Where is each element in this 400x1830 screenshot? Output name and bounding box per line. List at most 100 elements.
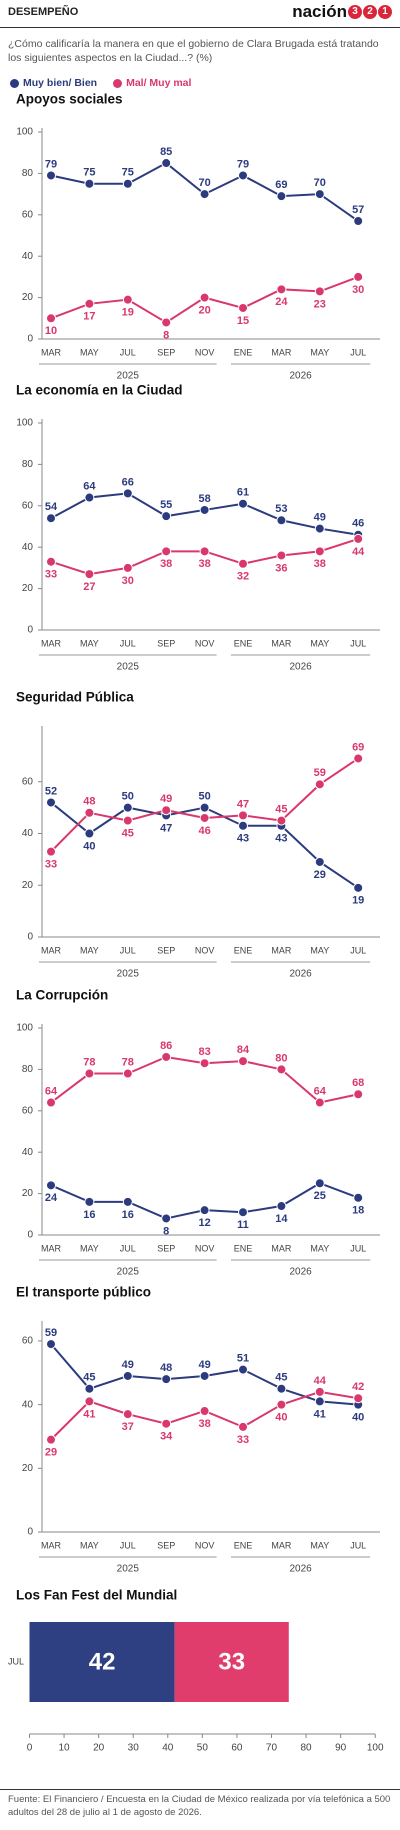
chart-title: La Corrupción bbox=[16, 988, 108, 1003]
data-point bbox=[276, 284, 287, 295]
data-point bbox=[276, 1399, 287, 1410]
data-point bbox=[353, 882, 364, 893]
data-point bbox=[238, 498, 248, 509]
data-point bbox=[46, 1339, 56, 1350]
data-label: 78 bbox=[83, 1056, 95, 1068]
data-point bbox=[353, 533, 364, 544]
data-point bbox=[84, 1383, 95, 1394]
data-point bbox=[238, 1207, 248, 1218]
x-tick-label: SEP bbox=[157, 1243, 175, 1253]
y-tick-label: 40 bbox=[22, 542, 34, 553]
x-tick-label: 70 bbox=[266, 1743, 278, 1754]
bar-segment bbox=[29, 1622, 175, 1702]
y-tick-label: 40 bbox=[22, 828, 34, 839]
x-tick-label: MAY bbox=[80, 945, 99, 955]
data-label: 58 bbox=[198, 493, 210, 505]
data-point bbox=[314, 779, 325, 790]
data-label: 29 bbox=[314, 869, 326, 881]
x-tick-label: MAY bbox=[80, 1243, 99, 1253]
x-tick-label: JUL bbox=[350, 1243, 366, 1253]
data-point bbox=[122, 294, 133, 305]
data-label: 33 bbox=[218, 1648, 245, 1675]
data-label: 79 bbox=[45, 158, 57, 170]
x-tick-label: MAR bbox=[41, 347, 62, 357]
data-point bbox=[238, 302, 248, 313]
data-point bbox=[276, 815, 287, 826]
x-tick-label: 60 bbox=[231, 1743, 243, 1754]
y-tick-label: 20 bbox=[22, 292, 34, 303]
data-point bbox=[122, 815, 133, 826]
data-label: 78 bbox=[122, 1056, 134, 1068]
data-label: 42 bbox=[352, 1381, 364, 1393]
data-label: 57 bbox=[352, 204, 364, 216]
data-label: 55 bbox=[160, 499, 172, 511]
bar-segment bbox=[174, 1622, 289, 1702]
data-label: 59 bbox=[314, 767, 326, 779]
data-point bbox=[314, 1386, 325, 1397]
data-label: 40 bbox=[83, 840, 95, 852]
y-tick-label: JUL bbox=[8, 1656, 24, 1666]
data-point bbox=[353, 1393, 364, 1404]
y-tick-label: 20 bbox=[22, 1188, 34, 1199]
x-tick-label: MAR bbox=[271, 638, 292, 648]
data-label: 61 bbox=[237, 487, 249, 499]
x-tick-label: MAR bbox=[271, 1243, 292, 1253]
year-label: 2026 bbox=[289, 662, 312, 673]
data-point bbox=[276, 1064, 287, 1075]
year-label: 2025 bbox=[117, 662, 140, 673]
data-label: 48 bbox=[160, 1362, 172, 1374]
data-label: 41 bbox=[314, 1408, 326, 1420]
chart-title: La economía en la Ciudad bbox=[16, 383, 183, 398]
y-tick-label: 80 bbox=[22, 459, 34, 470]
x-tick-label: 100 bbox=[367, 1743, 384, 1754]
y-tick-label: 40 bbox=[22, 1399, 34, 1410]
x-tick-label: NOV bbox=[195, 945, 215, 955]
data-point bbox=[199, 546, 210, 557]
x-tick-label: MAR bbox=[41, 1540, 62, 1550]
data-label: 24 bbox=[45, 1192, 58, 1204]
x-tick-label: 20 bbox=[93, 1743, 105, 1754]
data-point bbox=[84, 828, 95, 839]
legend-label: Mal/ Muy mal bbox=[126, 77, 192, 89]
data-point bbox=[199, 812, 210, 823]
data-point bbox=[353, 753, 364, 764]
data-label: 75 bbox=[83, 167, 95, 179]
x-tick-label: MAY bbox=[310, 945, 329, 955]
section-label: DESEMPEÑO bbox=[8, 6, 79, 18]
x-tick-label: MAY bbox=[310, 1540, 329, 1550]
data-point bbox=[84, 1396, 95, 1407]
brand-digit: 1 bbox=[378, 5, 392, 19]
y-tick-label: 60 bbox=[22, 1105, 34, 1116]
data-label: 17 bbox=[83, 311, 95, 323]
x-tick-label: MAR bbox=[41, 945, 62, 955]
x-tick-label: JUL bbox=[120, 1243, 136, 1253]
y-tick-label: 20 bbox=[22, 880, 34, 891]
x-tick-label: SEP bbox=[157, 638, 175, 648]
y-tick-label: 100 bbox=[16, 418, 33, 429]
data-label: 80 bbox=[275, 1052, 287, 1064]
data-point bbox=[122, 1370, 133, 1381]
x-tick-label: MAY bbox=[310, 347, 329, 357]
x-tick-label: MAY bbox=[80, 347, 99, 357]
data-label: 18 bbox=[352, 1205, 364, 1217]
data-label: 86 bbox=[160, 1040, 172, 1052]
data-label: 16 bbox=[83, 1209, 95, 1221]
footer-source: Fuente: El Financiero / Encuesta en la C… bbox=[8, 1794, 391, 1818]
data-point bbox=[314, 1396, 325, 1407]
data-label: 19 bbox=[122, 307, 134, 319]
data-point bbox=[46, 797, 56, 808]
data-label: 45 bbox=[122, 827, 134, 839]
data-label: 51 bbox=[237, 1352, 249, 1364]
x-tick-label: MAR bbox=[271, 1540, 292, 1550]
y-tick-label: 100 bbox=[16, 127, 33, 138]
x-tick-label: SEP bbox=[157, 945, 175, 955]
data-point bbox=[46, 1180, 56, 1191]
data-point bbox=[84, 1196, 95, 1207]
data-point bbox=[161, 1374, 172, 1385]
data-point bbox=[314, 523, 325, 534]
data-point bbox=[46, 846, 56, 857]
y-tick-label: 0 bbox=[27, 932, 33, 943]
data-label: 44 bbox=[352, 546, 365, 558]
